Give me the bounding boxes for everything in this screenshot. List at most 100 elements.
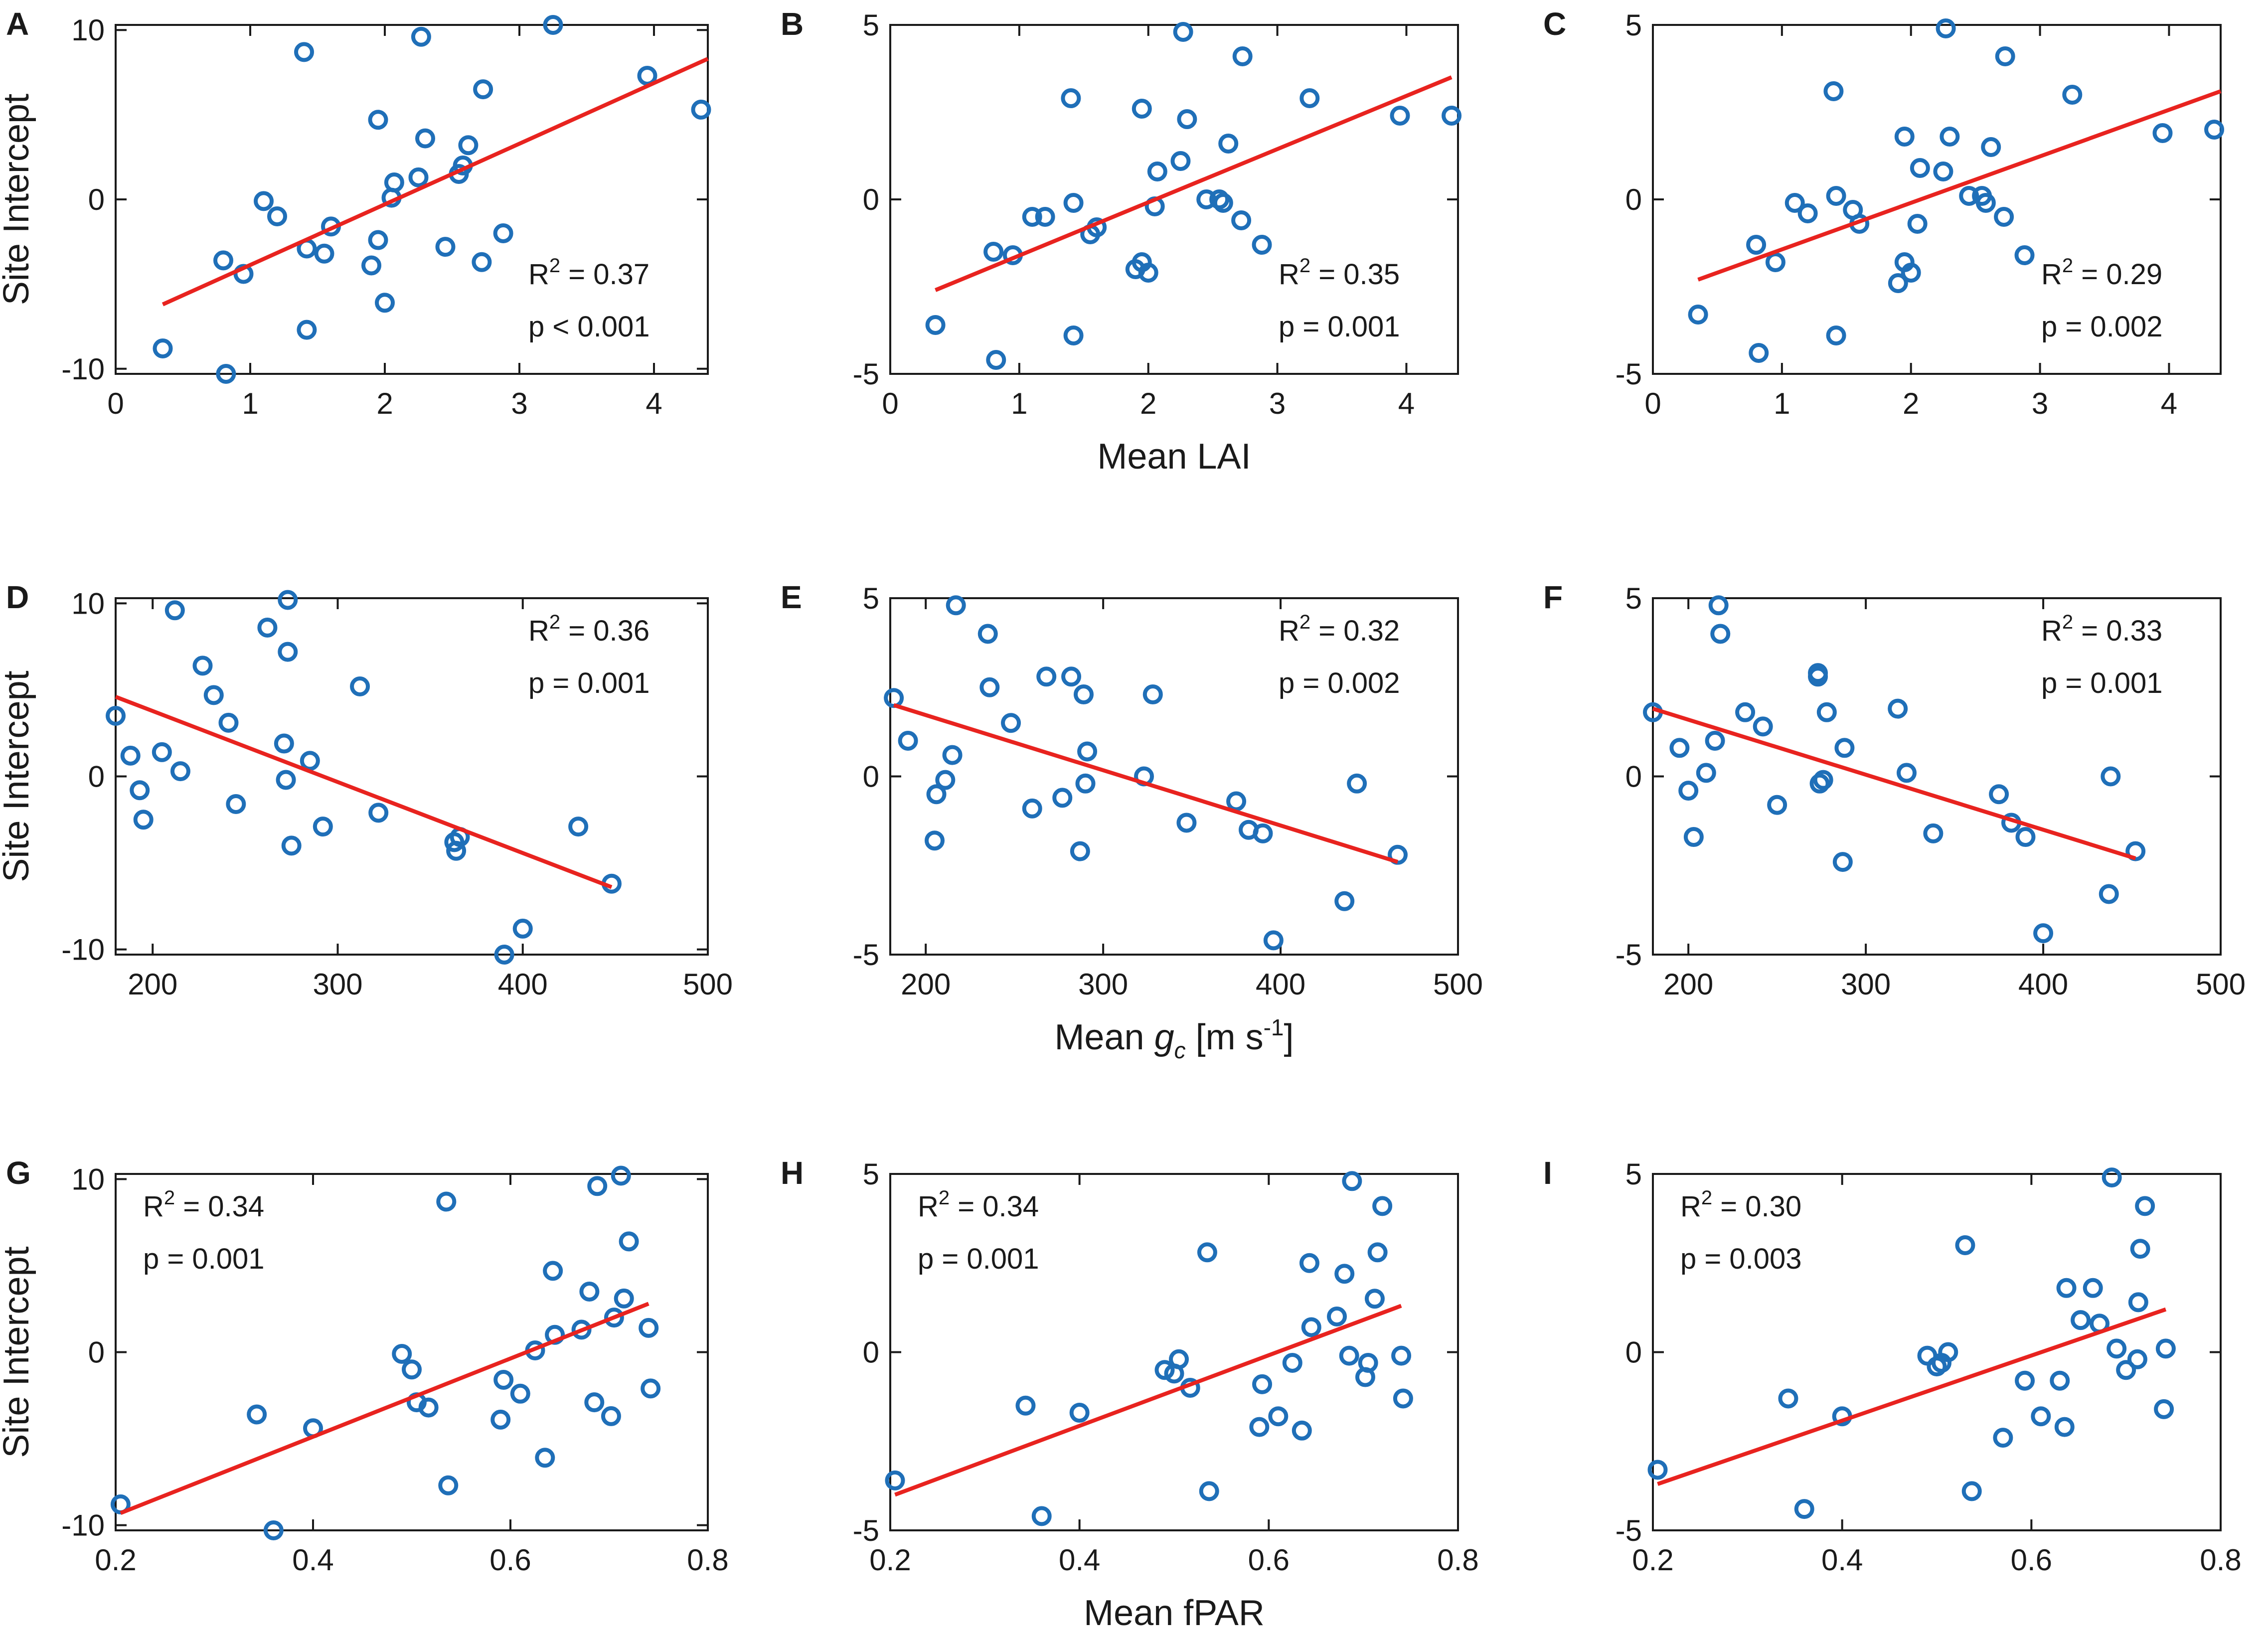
x-tick-label: 400 [1256,968,1305,1001]
data-point [1955,1235,1975,1255]
data-point [1896,763,1917,783]
x-tick-label: 200 [1663,968,1713,1001]
x-tick-label: 400 [2018,968,2068,1001]
x-tick-label: 300 [1078,968,1128,1001]
data-point [1301,1317,1321,1337]
data-point [2071,1310,2091,1330]
x-tick-label: 300 [1841,968,1891,1001]
r-squared-label: R2 = 0.34 [143,1187,264,1223]
data-point [392,1343,412,1364]
data-point [1075,773,1096,794]
data-point [1015,1395,1036,1416]
data-point [1391,1345,1412,1366]
data-point [1334,1264,1355,1284]
data-point [415,128,435,149]
panel-h: 0.2 0.4 0.6 0.8 -5 0 5 H Mean fPAR R2 = 0.34 p = 0… [781,1155,1479,1633]
data-point [601,1406,621,1426]
data-point [1794,1499,1814,1519]
data-point [1347,773,1367,794]
data-point [368,803,389,823]
data-point [1299,1253,1319,1273]
x-axis-label: Mean LAI [1097,437,1251,477]
data-point [2204,120,2225,140]
regression-line [1657,1307,2167,1486]
data-point [587,1176,608,1196]
data-point [120,745,141,766]
data-point [1823,81,1844,101]
x-tick-label: 500 [1433,968,1483,1001]
data-point [1784,193,1805,213]
p-value-label: p = 0.001 [918,1243,1039,1275]
y-tick-label: 0 [1625,183,1642,216]
x-axis-label: Mean fPAR [1084,1593,1265,1633]
panel-letter: F [1543,579,1563,615]
data-point [278,642,298,662]
data-point [535,1448,555,1468]
data-point [926,784,947,805]
data-point [935,770,956,790]
data-point [1767,795,1787,815]
x-tick-label: 200 [128,968,177,1001]
data-point [2050,1370,2070,1391]
panel-f: 200 300 400 500 -5 0 5 F R2 = 0.33 p = 0.001 [1543,579,2246,1001]
p-value-label: p = 0.003 [1680,1243,1802,1275]
data-point [130,780,150,801]
panel-letter: E [781,579,802,615]
data-point [1393,1388,1413,1409]
data-point [1022,207,1042,227]
x-tick-label: 4 [646,387,662,420]
x-tick-label: 0.2 [869,1543,911,1577]
data-point [350,676,370,697]
y-tick-label: -10 [61,933,105,967]
data-point [263,1520,284,1540]
y-tick-label: 0 [1625,760,1642,794]
data-point [942,745,963,765]
x-tick-label: 2 [1140,387,1156,420]
x-tick-label: 3 [1269,387,1286,420]
x-tick-label: 3 [2032,387,2048,420]
data-point [1765,252,1785,272]
plot-frame [889,597,1459,956]
data-point [1226,791,1247,812]
y-tick-label: -5 [1616,1514,1642,1547]
data-point [473,79,493,100]
data-point [1001,713,1021,733]
data-point [1907,214,1928,234]
y-tick-label: 5 [1625,8,1642,42]
data-point [1688,305,1708,325]
data-point [619,1231,639,1252]
regression-line [162,57,709,307]
y-tick-label: -10 [61,352,105,386]
data-point [274,733,294,754]
data-point [1061,666,1082,687]
data-point [438,1475,459,1495]
data-point [152,742,172,762]
regression-line [1652,706,2136,860]
y-tick-label: -10 [61,1509,105,1542]
data-point [368,230,388,250]
data-point [1142,684,1163,705]
data-point [408,167,429,187]
data-point [281,835,302,856]
data-point [1778,1388,1798,1409]
data-point [170,761,190,782]
data-point [2106,1338,2127,1359]
data-point [297,320,317,340]
p-value-label: p < 0.001 [528,311,650,343]
x-tick-label: 0.6 [489,1543,531,1577]
data-point [1209,189,1230,209]
data-point [979,677,1000,697]
data-point [884,688,904,708]
data-point [1888,698,1908,719]
data-point [313,817,333,837]
data-point [1252,1374,1273,1394]
data-point [1959,186,1979,206]
data-point [1197,1242,1217,1263]
data-point [1746,235,1767,255]
data-point [493,223,513,243]
data-point [153,338,173,359]
x-tick-label: 500 [683,968,733,1001]
y-tick-label: 0 [88,760,105,794]
